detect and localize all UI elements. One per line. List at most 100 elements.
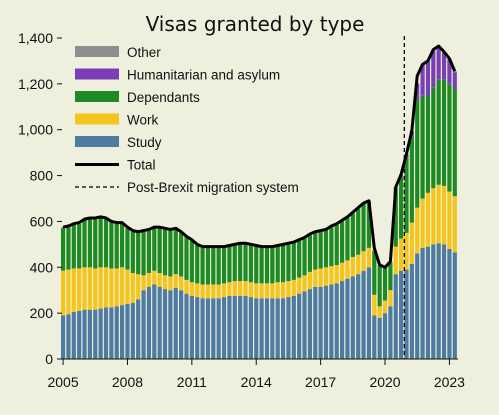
bar-segment (382, 313, 388, 359)
bar-segment (103, 267, 109, 308)
bar-segment (77, 310, 82, 359)
bar-segment (291, 295, 296, 359)
bar-segment (71, 312, 76, 359)
bar-segment (313, 269, 318, 287)
bar-segment (313, 232, 318, 270)
bar-segment (302, 275, 307, 292)
bar-segment (157, 273, 162, 287)
bar-segment (441, 79, 447, 186)
y-tick-label: 200 (30, 305, 54, 321)
bar-segment (323, 285, 329, 359)
legend-swatch (75, 46, 119, 57)
bar-segment (447, 191, 452, 249)
bar-segment (393, 189, 398, 247)
bar-segment (399, 270, 404, 359)
bar-segment (173, 229, 178, 275)
bar-segment (93, 219, 98, 269)
bar-segment (404, 232, 409, 270)
bar-segment (248, 282, 253, 298)
bar-segment (125, 269, 130, 304)
y-tick-label: 1,000 (18, 122, 53, 138)
bar-segment (227, 295, 232, 359)
bar-segment (441, 185, 447, 245)
bar-segment (361, 270, 366, 359)
bar-segment (436, 184, 441, 244)
bar-segment (420, 247, 425, 359)
bar-segment (447, 59, 452, 84)
bar-segment (441, 52, 447, 80)
bar-segment (404, 269, 409, 359)
bar-segment (291, 243, 296, 280)
legend: Other Humanitarian and asylum Dependants Wo… (75, 45, 299, 195)
bar-segment (372, 294, 377, 316)
bar-segment (366, 201, 372, 248)
bar-segment (184, 293, 189, 359)
bar-segment (452, 71, 457, 73)
x-tick-label: 2020 (369, 374, 400, 390)
bar-segment (334, 264, 339, 284)
bar-segment (162, 289, 168, 359)
legend-swatch (75, 91, 119, 102)
bar-segment (205, 298, 211, 359)
bar-segment (372, 251, 377, 295)
bar-segment (130, 231, 135, 274)
bar-segment (334, 224, 339, 265)
bar-segment (66, 227, 71, 270)
bar-segment (60, 270, 66, 316)
bar-segment (425, 62, 431, 97)
bar-segment (329, 284, 334, 359)
bar-segment (184, 279, 189, 294)
bar-segment (286, 281, 291, 298)
bar-segment (211, 298, 216, 359)
bar-segment (307, 271, 312, 290)
bar-segment (452, 72, 457, 89)
bar-segment (291, 279, 296, 296)
bar-segment (114, 268, 119, 307)
bar-segment (259, 283, 264, 299)
total-line (62, 44, 457, 269)
bar-segment (248, 297, 253, 359)
bar-segment (280, 245, 286, 283)
bar-segment (179, 276, 184, 291)
bar-segment (254, 246, 259, 284)
bar-segment (66, 314, 71, 359)
bar-segment (221, 247, 227, 284)
bar-segment (93, 268, 98, 310)
bar-segment (264, 283, 270, 299)
bar-segment (264, 247, 270, 284)
bar-segment (205, 284, 211, 299)
bar-segment (141, 231, 146, 276)
bar-segment (60, 227, 66, 229)
bar-segment (238, 244, 243, 282)
bar-segment (431, 87, 436, 189)
bar-segment (307, 235, 312, 272)
legend-label: Study (127, 135, 162, 150)
bar-segment (216, 298, 221, 359)
bar-segment (388, 306, 393, 359)
bar-segment (415, 83, 420, 100)
legend-swatch (75, 136, 119, 147)
bar-segment (77, 268, 82, 311)
bar-segment (366, 267, 372, 359)
bar-segment (93, 309, 98, 359)
bar-segment (157, 286, 162, 359)
bar-segment (205, 247, 211, 285)
bar-segment (404, 158, 409, 233)
bar-segment (431, 50, 436, 88)
bar-segment (345, 278, 350, 359)
bar-segment (98, 217, 103, 268)
bar-segment (211, 247, 216, 285)
bar-segment (388, 290, 393, 307)
bar-segment (168, 276, 173, 291)
bar-segment (103, 307, 109, 359)
bar-segment (221, 283, 227, 298)
bar-segment (173, 287, 178, 359)
bar-segment (377, 306, 382, 318)
bar-segment (436, 243, 441, 359)
bar-segment (162, 229, 168, 276)
bar-segment (200, 284, 205, 299)
bar-segment (162, 275, 168, 290)
bar-segment (280, 282, 286, 299)
bar-segment (329, 266, 334, 285)
